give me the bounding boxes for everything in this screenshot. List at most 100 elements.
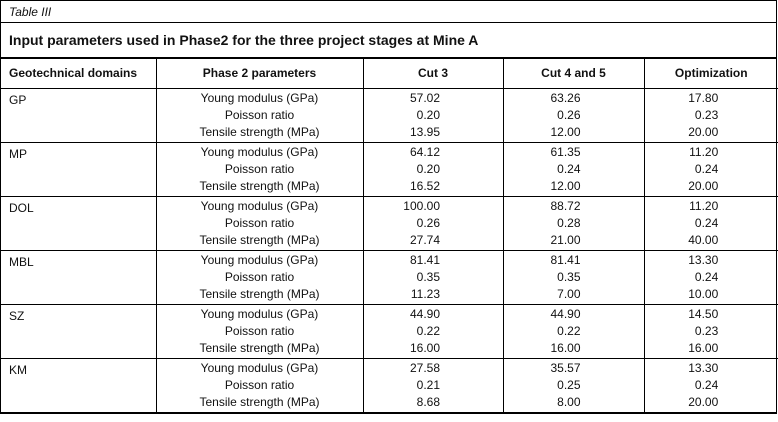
value: 100.00 [403,198,440,213]
value: 0.24 [694,215,719,230]
table-row: DOL Young modulus (GPa) Poisson ratio Tensi… [1,196,778,251]
value: 0.26 [416,215,440,230]
optimization-value-cell: 17.80 0.23 20.00 [644,88,778,143]
table-row: MBL Young modulus (GPa) Poisson ratio Tensi… [1,250,778,305]
value: 8.68 [416,394,440,409]
parameter-label: Young modulus (GPa) [200,360,319,375]
value: 13.30 [688,360,719,375]
value: 0.24 [694,269,719,284]
domain-cell: MBL [1,250,157,305]
value: 0.24 [694,161,719,176]
value: 44.90 [409,306,440,321]
cut3-value-cell: 44.90 0.22 16.00 [363,304,504,359]
header-row: Geotechnical domains Phase 2 parameters … [1,59,778,89]
value: 0.24 [557,161,581,176]
domain-cell: GP [1,88,157,143]
value: 16.00 [409,340,440,355]
value: 0.35 [416,269,440,284]
value: 0.26 [557,107,581,122]
table-row: KM Young modulus (GPa) Poisson ratio Tensil… [1,358,778,412]
cut4and5-value-cell: 81.41 0.35 7.00 [503,250,645,305]
value: 63.26 [550,90,581,105]
parameter-label: Poisson ratio [224,161,295,176]
optimization-value-cell: 13.30 0.24 10.00 [644,250,778,305]
table-caption: Table III [1,1,776,23]
parameter-label: Tensile strength (MPa) [199,232,320,247]
value: 57.02 [409,90,440,105]
parameter-label: Tensile strength (MPa) [199,178,320,193]
cut4and5-value-cell: 63.26 0.26 12.00 [503,88,645,143]
parameters-cell: Young modulus (GPa) Poisson ratio Tensile … [156,88,364,143]
domain-cell: KM [1,358,157,412]
parameter-label: Tensile strength (MPa) [199,124,320,139]
value: 11.20 [689,198,719,213]
value: 0.24 [694,377,719,392]
optimization-value-cell: 13.30 0.24 20.00 [644,358,778,412]
value: 40.00 [688,232,719,247]
parameter-label: Young modulus (GPa) [200,306,319,321]
parameters-cell: Young modulus (GPa) Poisson ratio Tensile … [156,196,364,251]
parameter-label: Poisson ratio [224,107,295,122]
value: 35.57 [550,360,581,375]
cut3-value-cell: 64.12 0.20 16.52 [363,142,504,197]
value: 81.41 [550,252,581,267]
cut3-value-cell: 57.02 0.20 13.95 [363,88,504,143]
value: 27.58 [409,360,440,375]
parameters-cell: Young modulus (GPa) Poisson ratio Tensile … [156,142,364,197]
value: 27.74 [409,232,440,247]
cut3-value-cell: 81.41 0.35 11.23 [363,250,504,305]
value: 0.25 [557,377,581,392]
value: 0.20 [416,107,440,122]
cut3-value-cell: 27.58 0.21 8.68 [363,358,504,412]
value: 0.21 [416,377,440,392]
value: 11.23 [410,286,440,301]
value: 14.50 [688,306,719,321]
parameters-cell: Young modulus (GPa) Poisson ratio Tensile … [156,304,364,359]
parameter-label: Young modulus (GPa) [200,144,319,159]
cut4and5-value-cell: 88.72 0.28 21.00 [503,196,645,251]
parameter-label: Poisson ratio [224,377,295,392]
parameter-label: Young modulus (GPa) [200,252,319,267]
value: 0.20 [416,161,440,176]
value: 20.00 [688,394,719,409]
table-row: GP Young modulus (GPa) Poisson ratio Tensil… [1,88,778,143]
value: 16.52 [409,178,440,193]
cut4and5-value-cell: 35.57 0.25 8.00 [503,358,645,412]
header-phase2-parameters: Phase 2 parameters [156,59,364,89]
parameter-label: Poisson ratio [224,269,295,284]
value: 0.23 [694,107,719,122]
value: 20.00 [688,178,719,193]
optimization-value-cell: 11.20 0.24 20.00 [644,142,778,197]
parameters-cell: Young modulus (GPa) Poisson ratio Tensile … [156,250,364,305]
cut4and5-value-cell: 61.35 0.24 12.00 [503,142,645,197]
value: 88.72 [550,198,581,213]
value: 0.22 [416,323,440,338]
header-cut4and5: Cut 4 and 5 [503,59,645,89]
optimization-value-cell: 11.20 0.24 40.00 [644,196,778,251]
value: 13.95 [409,124,440,139]
domain-cell: SZ [1,304,157,359]
parameter-label: Tensile strength (MPa) [199,340,320,355]
parameter-label: Poisson ratio [224,215,295,230]
value: 21.00 [550,232,581,247]
domain-cell: MP [1,142,157,197]
parameter-label: Young modulus (GPa) [200,198,319,213]
table-title: Input parameters used in Phase2 for the … [1,23,776,59]
header-cut3: Cut 3 [363,59,504,89]
parameters-table: Geotechnical domains Phase 2 parameters … [1,59,778,412]
value: 61.35 [550,144,581,159]
value: 16.00 [688,340,719,355]
value: 17.80 [688,90,719,105]
value: 10.00 [688,286,719,301]
table-row: SZ Young modulus (GPa) Poisson ratio Tensil… [1,304,778,359]
value: 0.22 [557,323,581,338]
value: 13.30 [688,252,719,267]
value: 20.00 [688,124,719,139]
parameter-label: Tensile strength (MPa) [199,394,320,409]
parameter-label: Poisson ratio [224,323,295,338]
value: 44.90 [550,306,581,321]
value: 12.00 [550,178,581,193]
value: 64.12 [409,144,440,159]
parameter-label: Tensile strength (MPa) [199,286,320,301]
